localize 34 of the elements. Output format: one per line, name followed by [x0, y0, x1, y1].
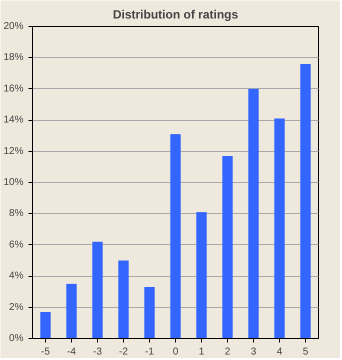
y-tick-label: 14%	[3, 114, 24, 126]
bar	[118, 260, 129, 338]
y-tick-label: 8%	[9, 208, 24, 220]
x-tick-label: 2	[224, 346, 231, 358]
bar	[66, 284, 77, 338]
x-tick-label: 0	[172, 346, 179, 358]
x-tick-label: 1	[198, 346, 205, 358]
x-tick-label: -5	[41, 346, 50, 358]
bar	[248, 88, 259, 338]
bar	[40, 312, 51, 338]
bar	[222, 156, 233, 338]
bar	[274, 118, 285, 338]
x-tick-label: -4	[67, 346, 76, 358]
y-tick-label: 20%	[3, 21, 24, 32]
y-tick-label: 16%	[3, 83, 24, 94]
x-tick-label: -1	[145, 346, 154, 358]
y-tick-label: 18%	[3, 52, 24, 64]
y-tick-label: 4%	[9, 270, 24, 282]
bar	[196, 212, 207, 338]
chart-title: Distribution of ratings	[112, 8, 238, 22]
x-tick-label: 3	[250, 346, 257, 358]
bar	[170, 134, 181, 338]
x-tick-label: -2	[119, 346, 128, 358]
bar	[300, 64, 311, 338]
y-tick-label: 10%	[3, 177, 24, 188]
bar	[144, 287, 155, 338]
x-tick-label: 5	[302, 346, 309, 358]
y-tick-label: 0%	[9, 333, 24, 344]
y-tick-label: 6%	[9, 239, 24, 250]
bar	[92, 242, 103, 338]
y-tick-label: 2%	[9, 302, 24, 313]
x-tick-label: -3	[93, 346, 102, 358]
y-tick-label: 12%	[3, 146, 24, 157]
x-tick-label: 4	[276, 346, 283, 358]
